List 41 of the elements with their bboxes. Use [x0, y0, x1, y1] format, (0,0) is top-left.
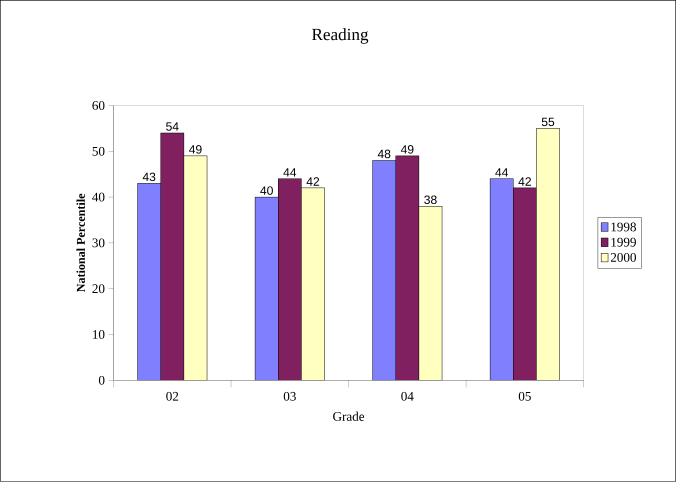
legend-label: 1998 [611, 222, 636, 232]
y-tick-label: 20 [92, 284, 104, 294]
bar [418, 206, 442, 380]
data-label: 43 [142, 172, 156, 182]
y-tick-label: 40 [92, 192, 104, 202]
bar [255, 197, 278, 380]
legend-label: 1999 [611, 238, 636, 247]
bar [278, 178, 302, 380]
bar [160, 133, 184, 380]
x-tick-label: 03 [284, 392, 296, 401]
data-label: 49 [189, 145, 202, 154]
bar [536, 128, 560, 380]
x-tick-label: 05 [518, 392, 531, 401]
data-label: 38 [424, 196, 437, 204]
data-label: 48 [378, 150, 390, 158]
bar [301, 188, 325, 380]
data-label: 44 [283, 168, 296, 177]
data-label: 42 [518, 177, 531, 186]
data-label: 44 [495, 168, 508, 177]
legend-label: 2000 [610, 253, 636, 262]
bar [372, 160, 396, 380]
bar [490, 178, 514, 380]
y-tick-label: 0 [98, 376, 104, 385]
x-axis-title: Grade [333, 412, 364, 421]
data-label: 55 [542, 118, 554, 126]
y-tick-label: 30 [92, 238, 104, 248]
bar [396, 156, 419, 380]
chart-title: Reading [312, 28, 368, 44]
x-tick-label: 02 [166, 392, 178, 401]
bar [513, 188, 537, 380]
data-label: 49 [400, 145, 414, 154]
data-label: 54 [166, 122, 179, 131]
data-label: 40 [260, 186, 273, 195]
x-tick-label: 04 [401, 392, 414, 401]
bar [184, 156, 208, 380]
y-tick-label: 50 [92, 147, 104, 156]
y-tick-label: 10 [93, 330, 104, 340]
y-tick-label: 60 [92, 101, 104, 110]
bar [138, 183, 161, 380]
y-axis-title: National Percentile [76, 194, 85, 292]
data-label: 42 [306, 177, 320, 186]
